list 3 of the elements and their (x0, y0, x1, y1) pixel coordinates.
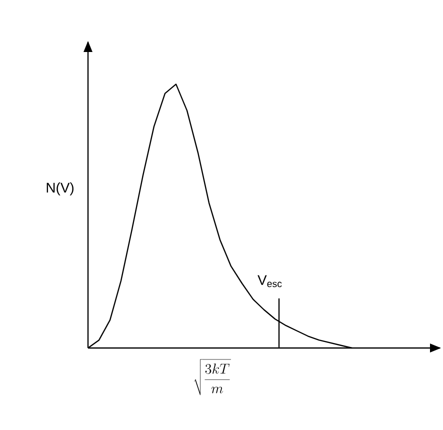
text: $\sqrt{\frac{3kT}{m}}$ (194, 359, 231, 396)
y-axis-title: N(V) (46, 182, 74, 196)
annotation: V$_{esc}$ (258, 275, 282, 288)
